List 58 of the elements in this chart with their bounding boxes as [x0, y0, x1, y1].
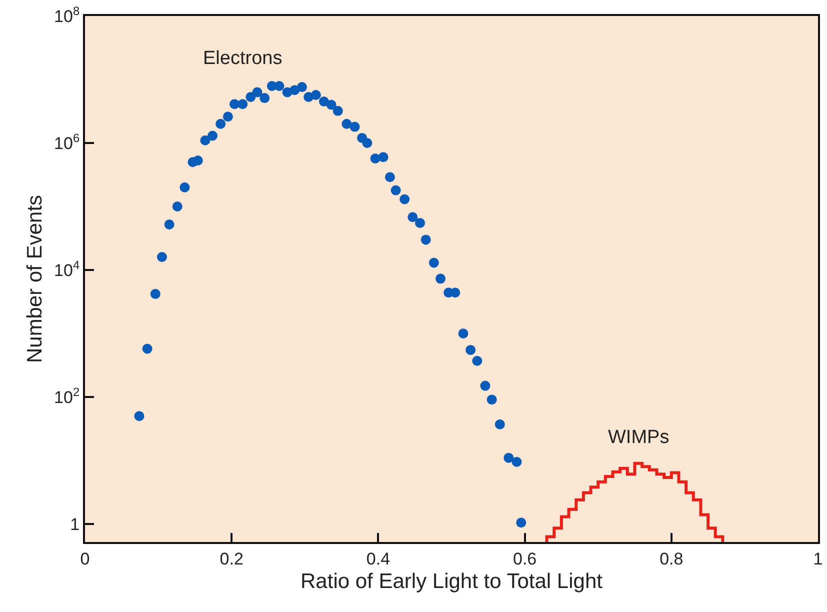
- point: [156, 252, 167, 262]
- point: [436, 274, 446, 284]
- point: [142, 344, 152, 354]
- point: [252, 87, 262, 98]
- point: [326, 100, 336, 110]
- point: [390, 185, 401, 196]
- x-tick-label: 0.6: [512, 549, 537, 568]
- y-tick-label: 10$^{4}$: [54, 258, 80, 280]
- point: [400, 194, 410, 204]
- point: [134, 411, 144, 422]
- point: [378, 152, 388, 162]
- point: [310, 90, 321, 100]
- y-axis-title: Number of Events: [24, 194, 47, 364]
- series-label: WIMPs: [608, 427, 670, 448]
- point: [238, 99, 248, 110]
- y-tick-label: 1: [70, 514, 80, 534]
- point: [466, 344, 476, 355]
- point: [208, 130, 218, 141]
- point: [458, 328, 468, 338]
- point: [480, 380, 490, 391]
- series-label: Electrons: [203, 48, 282, 69]
- y-tick-label: 10$^{2}$: [54, 384, 80, 407]
- point: [472, 356, 482, 366]
- point: [486, 394, 497, 405]
- point: [164, 220, 174, 230]
- x-tick-label: 1: [813, 549, 823, 568]
- point: [296, 82, 307, 92]
- point: [362, 138, 372, 148]
- point: [180, 182, 190, 192]
- point: [414, 218, 425, 228]
- point: [516, 518, 526, 528]
- y-tick-label: 10$^{8}$: [54, 4, 80, 26]
- point: [420, 234, 431, 245]
- point: [192, 156, 203, 166]
- y-tick-label: 10$^{6}$: [54, 130, 80, 153]
- x-axis-title: Ratio of Early Light to Total Light: [300, 570, 603, 594]
- point: [504, 452, 514, 463]
- point: [172, 201, 182, 212]
- point: [216, 118, 226, 129]
- point: [200, 135, 210, 146]
- x-tick-label: 0.8: [660, 549, 684, 568]
- point: [384, 172, 395, 182]
- point: [428, 258, 439, 268]
- point: [342, 118, 352, 129]
- x-tick-label: 0: [80, 549, 90, 568]
- point: [350, 122, 360, 132]
- point: [450, 288, 460, 298]
- point: [222, 112, 233, 122]
- point: [332, 106, 343, 116]
- point: [512, 456, 522, 467]
- point: [150, 288, 160, 299]
- point: [274, 81, 284, 91]
- point: [494, 419, 505, 430]
- point: [408, 212, 418, 222]
- x-tick-label: 0.4: [366, 549, 390, 568]
- x-tick-label: 0.2: [220, 549, 244, 568]
- point: [246, 92, 256, 102]
- point: [260, 93, 270, 104]
